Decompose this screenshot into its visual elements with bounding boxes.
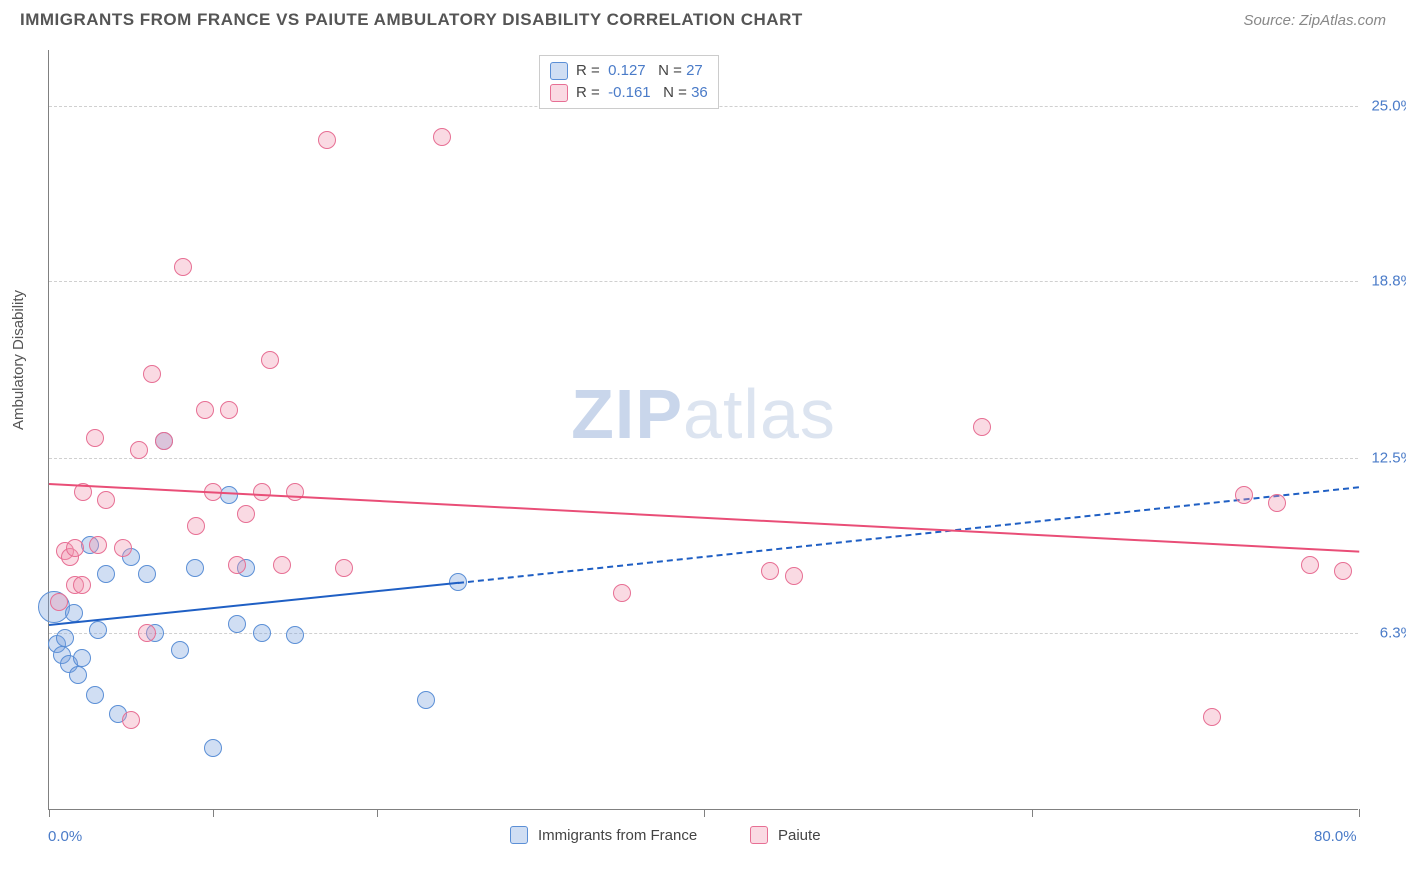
data-point	[1268, 494, 1286, 512]
data-point	[174, 258, 192, 276]
data-point	[97, 491, 115, 509]
gridline	[49, 458, 1358, 459]
data-point	[261, 351, 279, 369]
data-point	[143, 365, 161, 383]
data-point	[138, 624, 156, 642]
legend-stats: R = 0.127 N = 27	[576, 60, 703, 82]
x-max-label: 80.0%	[1314, 828, 1357, 845]
data-point	[220, 401, 238, 419]
legend-swatch-icon	[510, 826, 528, 844]
data-point	[785, 567, 803, 585]
gridline	[49, 281, 1358, 282]
data-point	[335, 559, 353, 577]
legend-immigrants-from-france: Immigrants from France	[510, 826, 697, 844]
data-point	[97, 565, 115, 583]
data-point	[204, 739, 222, 757]
watermark: ZIPatlas	[571, 374, 836, 454]
y-axis-label: Ambulatory Disability	[10, 290, 27, 430]
data-point	[138, 565, 156, 583]
y-tick-label: 12.5%	[1371, 450, 1406, 467]
data-point	[86, 429, 104, 447]
data-point	[1301, 556, 1319, 574]
data-point	[56, 629, 74, 647]
data-point	[89, 621, 107, 639]
data-point	[1203, 708, 1221, 726]
x-tick	[49, 809, 50, 817]
x-tick	[1359, 809, 1360, 817]
data-point	[155, 432, 173, 450]
data-point	[89, 536, 107, 554]
data-point	[761, 562, 779, 580]
scatter-chart: ZIPatlas 6.3%12.5%18.8%25.0%R = 0.127 N …	[48, 50, 1358, 810]
header: IMMIGRANTS FROM FRANCE VS PAIUTE AMBULAT…	[0, 0, 1406, 35]
y-tick-label: 6.3%	[1380, 624, 1406, 641]
data-point	[286, 626, 304, 644]
data-point	[237, 505, 255, 523]
data-point	[613, 584, 631, 602]
x-tick	[1032, 809, 1033, 817]
legend-paiute: Paiute	[750, 826, 821, 844]
data-point	[69, 666, 87, 684]
data-point	[318, 131, 336, 149]
data-point	[65, 604, 83, 622]
x-tick	[704, 809, 705, 817]
data-point	[1235, 486, 1253, 504]
data-point	[73, 576, 91, 594]
data-point	[73, 649, 91, 667]
data-point	[187, 517, 205, 535]
data-point	[66, 539, 84, 557]
data-point	[286, 483, 304, 501]
data-point	[228, 615, 246, 633]
data-point	[130, 441, 148, 459]
legend-swatch-icon	[550, 62, 568, 80]
data-point	[253, 483, 271, 501]
x-tick	[377, 809, 378, 817]
source-label: Source: ZipAtlas.com	[1243, 12, 1386, 29]
legend-label: Paiute	[778, 827, 821, 844]
y-tick-label: 18.8%	[1371, 272, 1406, 289]
legend-swatch-icon	[550, 84, 568, 102]
data-point	[253, 624, 271, 642]
legend-stats: R = -0.161 N = 36	[576, 82, 708, 104]
legend-swatch-icon	[750, 826, 768, 844]
data-point	[196, 401, 214, 419]
x-min-label: 0.0%	[48, 828, 82, 845]
data-point	[417, 691, 435, 709]
legend-row: R = -0.161 N = 36	[550, 82, 708, 104]
data-point	[114, 539, 132, 557]
correlation-legend: R = 0.127 N = 27R = -0.161 N = 36	[539, 55, 719, 109]
data-point	[220, 486, 238, 504]
data-point	[171, 641, 189, 659]
data-point	[433, 128, 451, 146]
data-point	[973, 418, 991, 436]
data-point	[186, 559, 204, 577]
data-point	[122, 711, 140, 729]
gridline	[49, 633, 1358, 634]
chart-title: IMMIGRANTS FROM FRANCE VS PAIUTE AMBULAT…	[20, 10, 803, 30]
trend-line	[49, 582, 459, 626]
data-point	[228, 556, 246, 574]
legend-label: Immigrants from France	[538, 827, 697, 844]
data-point	[86, 686, 104, 704]
trend-line	[458, 486, 1359, 584]
data-point	[50, 593, 68, 611]
data-point	[273, 556, 291, 574]
y-tick-label: 25.0%	[1371, 98, 1406, 115]
data-point	[1334, 562, 1352, 580]
legend-row: R = 0.127 N = 27	[550, 60, 708, 82]
x-tick	[213, 809, 214, 817]
